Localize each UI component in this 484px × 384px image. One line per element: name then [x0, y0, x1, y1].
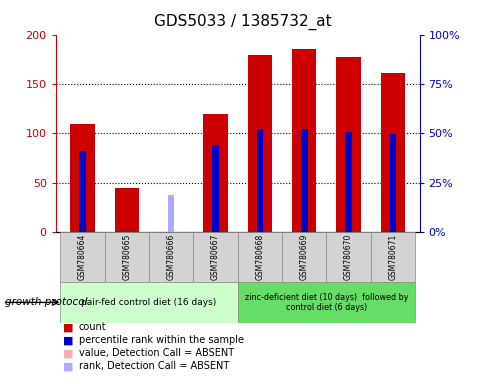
Bar — [167, 195, 174, 232]
Bar — [380, 73, 404, 232]
Bar — [300, 129, 307, 232]
Bar — [193, 232, 237, 282]
Bar — [345, 132, 351, 232]
Text: GSM780670: GSM780670 — [343, 234, 352, 280]
Bar — [389, 134, 395, 232]
Bar — [291, 50, 316, 232]
Text: GSM780669: GSM780669 — [299, 234, 308, 280]
Bar — [79, 151, 86, 232]
Bar — [281, 232, 326, 282]
Text: count: count — [78, 322, 106, 332]
Text: ■: ■ — [63, 322, 74, 332]
Bar — [370, 232, 414, 282]
Bar — [336, 57, 360, 232]
Text: GSM780671: GSM780671 — [388, 234, 396, 280]
Bar — [60, 232, 105, 282]
Bar — [149, 232, 193, 282]
Text: ■: ■ — [63, 361, 74, 371]
Text: value, Detection Call = ABSENT: value, Detection Call = ABSENT — [78, 348, 233, 358]
Bar — [60, 282, 237, 323]
Text: growth protocol: growth protocol — [5, 297, 87, 307]
Text: zinc-deficient diet (10 days)  followed by
control diet (6 days): zinc-deficient diet (10 days) followed b… — [244, 293, 407, 312]
Bar — [203, 114, 227, 232]
Bar — [237, 282, 414, 323]
Bar — [256, 129, 263, 232]
Text: GSM780666: GSM780666 — [166, 234, 175, 280]
Bar — [114, 188, 138, 232]
Text: pair-fed control diet (16 days): pair-fed control diet (16 days) — [81, 298, 216, 307]
Bar — [105, 232, 149, 282]
Text: rank, Detection Call = ABSENT: rank, Detection Call = ABSENT — [78, 361, 228, 371]
Bar — [212, 145, 218, 232]
Bar — [70, 124, 94, 232]
Text: percentile rank within the sample: percentile rank within the sample — [78, 335, 243, 345]
Text: GSM780667: GSM780667 — [211, 234, 220, 280]
Text: ■: ■ — [63, 348, 74, 358]
Text: GSM780664: GSM780664 — [78, 234, 87, 280]
Text: ■: ■ — [63, 335, 74, 345]
Text: GDS5033 / 1385732_at: GDS5033 / 1385732_at — [153, 13, 331, 30]
Bar — [326, 232, 370, 282]
Text: GSM780668: GSM780668 — [255, 234, 264, 280]
Bar — [237, 232, 281, 282]
Text: GSM780665: GSM780665 — [122, 234, 131, 280]
Bar — [247, 55, 272, 232]
Bar — [167, 225, 174, 232]
